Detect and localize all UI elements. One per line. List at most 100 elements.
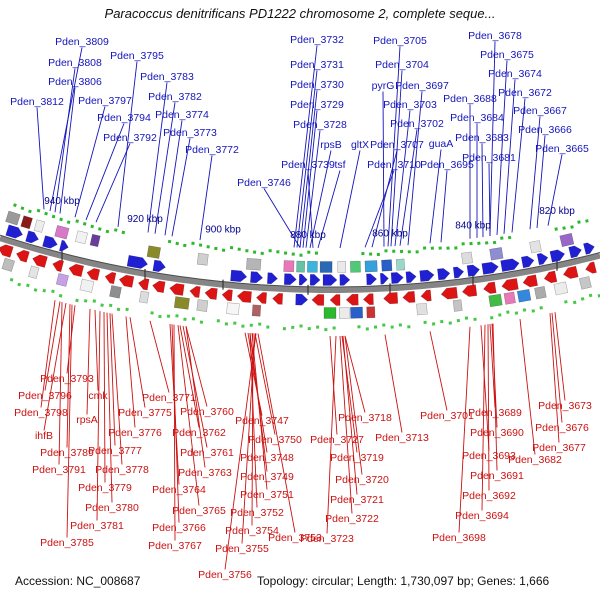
- leader-line-reverse: [429, 331, 448, 411]
- gene-arrow-reverse: [383, 292, 399, 305]
- gene-label-reverse: Pden_3779: [78, 482, 132, 494]
- footer-accession: Accession: NC_008687: [15, 574, 141, 588]
- ruler-label: 940 kbp: [44, 196, 80, 207]
- tick-mark: [299, 324, 303, 328]
- ruler-label: 860 kbp: [372, 228, 408, 239]
- feature-box-upper: [381, 259, 393, 272]
- tick-mark: [166, 314, 171, 318]
- gene-label-reverse: Pden_3756: [198, 569, 252, 581]
- leader-line-reverse: [251, 333, 268, 490]
- gene-arrow-forward: [520, 255, 535, 269]
- tick-mark: [83, 299, 88, 303]
- tick-mark: [249, 323, 253, 327]
- tick-mark: [20, 206, 25, 211]
- leader-line-reverse: [125, 316, 136, 428]
- feature-box-lower: [173, 296, 190, 310]
- leader-line-reverse: [58, 302, 63, 465]
- gene-label-reverse: Pden_3753: [268, 532, 322, 544]
- feature-box-lower: [226, 302, 240, 315]
- gene-arrow-forward: [466, 264, 480, 277]
- gene-arrow-reverse: [68, 263, 85, 278]
- gene-arrow-forward: [298, 273, 308, 286]
- gene-arrow-forward: [266, 272, 278, 285]
- leader-line-forward: [95, 143, 131, 223]
- gene-label-forward: Pden_3773: [163, 127, 217, 139]
- feature-box-lower: [323, 307, 337, 319]
- feature-box-lower: [488, 293, 503, 308]
- gene-label-forward: Pden_3666: [518, 124, 572, 136]
- feature-box-upper: [74, 230, 88, 245]
- feature-box-upper: [296, 260, 306, 273]
- tick-mark: [158, 314, 162, 319]
- leader-line-forward: [147, 82, 168, 233]
- gene-label-forward: Pden_3772: [185, 144, 239, 156]
- feature-box-upper: [5, 210, 21, 226]
- tick-mark: [183, 317, 187, 321]
- feature-box-upper: [307, 260, 318, 273]
- feature-box-upper: [489, 247, 504, 261]
- tick-mark: [539, 306, 543, 310]
- tick-mark: [191, 241, 195, 246]
- gene-label-reverse: Pden_3693: [462, 450, 516, 462]
- leader-line-forward: [317, 170, 341, 249]
- gene-label-forward: Pden_3678: [468, 30, 522, 42]
- tick-mark: [260, 251, 264, 255]
- gene-arrow-forward: [366, 273, 377, 286]
- leader-line-forward: [59, 87, 76, 214]
- gene-label-reverse: Pden_3791: [32, 464, 86, 476]
- tick-mark: [506, 310, 510, 314]
- tick-mark: [407, 325, 411, 329]
- gene-arrow-forward: [295, 293, 309, 306]
- tick-mark: [13, 203, 17, 207]
- leader-line-forward: [394, 110, 411, 247]
- ruler-label: 880 kbp: [290, 230, 326, 241]
- gene-label-reverse: Pden_3689: [468, 407, 522, 419]
- leader-line-reverse: [551, 312, 563, 423]
- gene-arrow-reverse: [152, 280, 166, 294]
- gene-arrow-reverse: [311, 294, 325, 306]
- gene-label-reverse: Pden_3676: [535, 422, 589, 434]
- leader-line-forward: [390, 70, 403, 247]
- leader-line-reverse: [254, 333, 276, 435]
- leader-line-reverse: [185, 326, 208, 407]
- tick-mark: [588, 293, 593, 298]
- gene-arrow-reverse: [522, 274, 539, 288]
- feature-box-lower: [1, 257, 15, 272]
- tick-mark: [9, 277, 14, 282]
- leader-line-forward: [387, 46, 401, 247]
- gene-label-forward: Pden_3728: [293, 119, 347, 131]
- leader-line-forward: [489, 41, 496, 237]
- gene-arrow-reverse: [0, 244, 14, 258]
- tick-mark: [392, 249, 396, 253]
- gene-label-forward: Pden_3731: [290, 59, 344, 71]
- tick-mark: [183, 243, 187, 248]
- leader-line-forward: [296, 70, 318, 248]
- gene-label-reverse: Pden_3721: [330, 494, 384, 506]
- feature-box-upper: [559, 232, 575, 247]
- tick-mark: [282, 327, 286, 331]
- gene-label-reverse: Pden_3692: [462, 490, 516, 502]
- leader-line-forward: [503, 79, 516, 234]
- gene-label-reverse: Pden_3691: [470, 470, 524, 482]
- leader-line-reverse: [344, 335, 366, 413]
- backbone-arc: [0, 235, 600, 293]
- tick-mark: [490, 316, 494, 320]
- gene-label-reverse: Pden_3763: [178, 467, 232, 479]
- gene-label-reverse: ihfB: [35, 430, 53, 442]
- tick-mark: [98, 227, 102, 231]
- leader-line-forward: [117, 61, 138, 227]
- gene-label-reverse: Pden_3776: [108, 427, 162, 439]
- tick-mark: [284, 251, 288, 255]
- tick-mark: [332, 326, 336, 330]
- leader-line-forward: [481, 143, 484, 238]
- gene-label-forward: Pden_3792: [103, 132, 157, 144]
- tick-mark: [100, 303, 104, 307]
- tick-mark: [438, 246, 442, 250]
- tick-mark: [125, 307, 129, 312]
- gene-arrow-reverse: [272, 292, 284, 305]
- gene-label-reverse: Pden_3778: [95, 464, 149, 476]
- leader-line-forward: [364, 170, 395, 248]
- leader-line-reverse: [458, 326, 471, 533]
- gene-arrow-forward: [536, 253, 549, 266]
- tick-mark: [224, 322, 229, 326]
